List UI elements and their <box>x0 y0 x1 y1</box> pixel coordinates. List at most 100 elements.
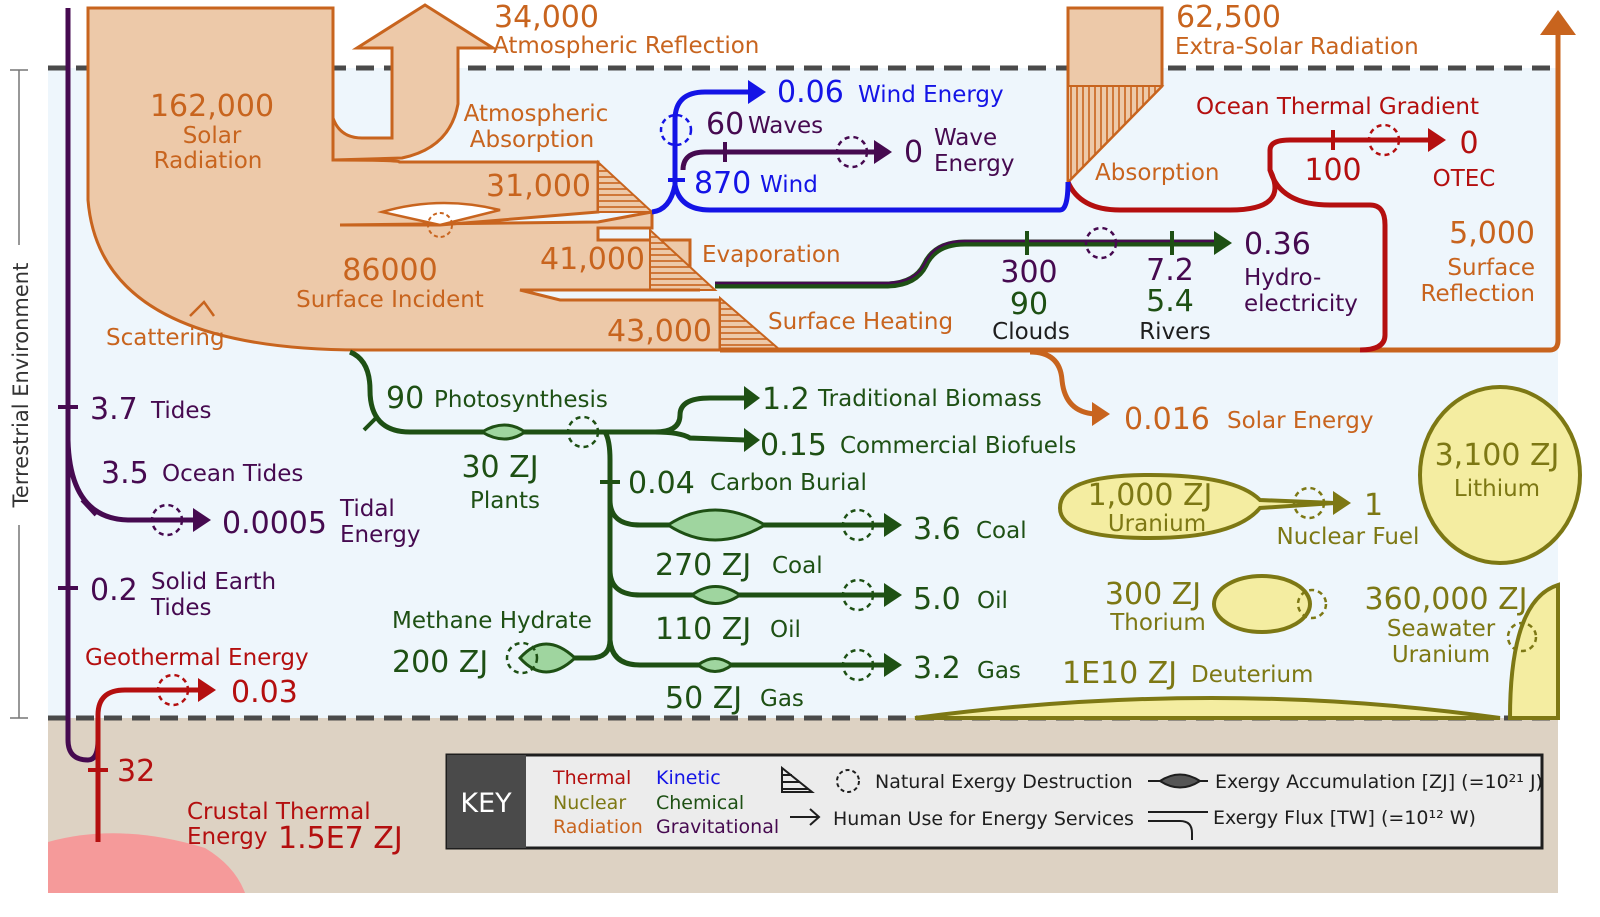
chemical-labels: 90 Photosynthesis 30 ZJ Plants 1.2 Tradi… <box>386 381 1076 716</box>
wind-energy-value: 0.06 <box>777 75 844 110</box>
surface-incident-label: Surface Incident <box>296 287 484 313</box>
coal-stock-value: 270 ZJ <box>655 548 751 583</box>
wind-flow <box>651 89 1071 215</box>
solar-radiation-label-1: Solar <box>183 123 242 149</box>
geothermal-destruction-icon <box>156 673 190 707</box>
seawater-label-1: Seawater <box>1387 616 1496 642</box>
ocean-thermal-title: Ocean Thermal Gradient <box>1196 94 1479 120</box>
otec-destruction-icon <box>1367 123 1401 157</box>
surface-reflection-arrowhead <box>1540 10 1576 35</box>
photosynthesis-label: Photosynthesis <box>434 387 608 413</box>
atmospheric-absorption-value: 31,000 <box>486 169 591 204</box>
surface-incident-value: 86000 <box>342 253 437 288</box>
clouds-label: Clouds <box>992 319 1070 345</box>
rivers-label: Rivers <box>1139 319 1211 345</box>
solar-radiation-value: 162,000 <box>150 89 274 124</box>
scattering-label: Scattering <box>106 325 225 351</box>
uranium-label: Uranium <box>1108 511 1206 537</box>
atmospheric-reflection-arrow <box>331 3 499 162</box>
otec-label: OTEC <box>1433 166 1496 192</box>
thorium-value: 300 ZJ <box>1105 577 1201 612</box>
biofuels-value: 0.15 <box>760 428 827 463</box>
gas-destruction-icon <box>841 648 875 682</box>
gas-stock-value: 50 ZJ <box>665 681 742 716</box>
absorption-hatch-triangle <box>597 159 655 213</box>
fossil-trunk-flow <box>570 430 885 668</box>
hydro-value: 0.36 <box>1244 227 1311 262</box>
key-destruction-icon <box>836 769 860 793</box>
key-kinetic: Kinetic <box>656 767 721 789</box>
otec-value: 0 <box>1459 126 1478 161</box>
methane-stock <box>517 642 578 674</box>
geothermal-labels: Geothermal Energy 0.03 32 Crustal Therma… <box>85 645 403 856</box>
geothermal-flow <box>95 687 200 842</box>
coal-arrowhead <box>884 513 902 537</box>
waves-label: Waves <box>748 113 823 139</box>
uranium-value: 1,000 ZJ <box>1088 478 1213 513</box>
geothermal-arrowhead <box>198 678 216 702</box>
hydro-labels: 300 90 Clouds 7.2 5.4 Rivers 0.36 Hydro-… <box>992 227 1358 345</box>
key-accumulation-label: Exergy Accumulation [ZJ] (=10²¹ J) <box>1215 771 1543 793</box>
tidal-energy-value: 0.0005 <box>222 506 327 541</box>
oil-use-label: Oil <box>977 588 1008 614</box>
wind-destruction-icon <box>659 113 693 147</box>
key-flux-label: Exergy Flux [TW] (=10¹² W) <box>1213 807 1476 829</box>
nuclear-fuel-value: 1 <box>1364 488 1383 523</box>
hydro-arrowhead <box>1214 231 1232 255</box>
gas-stock <box>695 657 735 673</box>
solar-labels: 34,000 Atmospheric Reflection 62,500 Ext… <box>106 0 1535 437</box>
tides-label: Tides <box>150 398 211 424</box>
clouds-value-2: 90 <box>1010 287 1048 322</box>
absorption-label: Absorption <box>1095 160 1220 186</box>
thorium-destruction-icon <box>1296 588 1328 620</box>
wave-energy-arrowhead <box>874 140 892 164</box>
otec-arrowhead <box>1428 128 1446 152</box>
key-hatch-icon <box>781 765 815 793</box>
uranium-destruction-icon <box>1292 486 1326 520</box>
nuclear-fuel-label: Nuclear Fuel <box>1277 524 1420 550</box>
key-human-use-label: Human Use for Energy Services <box>833 808 1134 830</box>
seawater-label-2: Uranium <box>1392 642 1490 668</box>
biomass-arrowhead <box>744 386 760 410</box>
lithium-stock <box>1418 385 1582 565</box>
wind-energy-arrowhead <box>748 80 766 104</box>
scattering-notch <box>189 300 216 317</box>
wave-energy-value: 0 <box>904 135 923 170</box>
crust-label-1: Crustal Thermal <box>187 799 371 825</box>
terrestrial-bracket <box>10 69 28 719</box>
methane-destruction-icon <box>505 641 539 675</box>
ocean-tides-label: Ocean Tides <box>162 461 303 487</box>
plants-value: 30 ZJ <box>461 450 538 485</box>
scattering-destruction-icon <box>427 212 453 238</box>
wind-value: 870 <box>694 166 751 201</box>
oil-stock <box>689 585 743 605</box>
coal-stock-label: Coal <box>772 553 823 579</box>
evaporation-label: Evaporation <box>702 242 841 268</box>
hydro-label-1: Hydro- <box>1244 265 1321 291</box>
crust-core-shape <box>48 833 245 893</box>
solar-radiation-label-2: Radiation <box>154 148 263 174</box>
evaporation-value: 41,000 <box>540 242 645 277</box>
coal-destruction-icon <box>841 508 875 542</box>
tidal-energy-label-1: Tidal <box>339 496 395 522</box>
surface-heating-value: 43,000 <box>607 314 712 349</box>
solar-energy-flow <box>1029 349 1096 417</box>
nuclear-labels: 3,100 ZJ Lithium 1,000 ZJ Uranium 1 Nucl… <box>1062 438 1559 691</box>
key-panel: KEY Thermal Nuclear Radiation Kinetic Ch… <box>445 753 1544 850</box>
oil-destruction-icon <box>841 578 875 612</box>
hydro-flow-overlay <box>715 239 1215 285</box>
ocean-thermal-flow <box>1065 137 1430 213</box>
solar-energy-value: 0.016 <box>1124 402 1210 437</box>
surface-reflection-label-1: Surface <box>1447 255 1535 281</box>
tidal-energy-arrowhead <box>193 508 211 532</box>
wave-energy-label-2: Energy <box>934 151 1015 177</box>
deuterium-value: 1E10 ZJ <box>1062 656 1177 691</box>
ocean-tides-tick <box>80 498 98 517</box>
carbon-burial-value: 0.04 <box>628 466 695 501</box>
coal-use-value: 3.6 <box>913 512 961 547</box>
atmospheric-absorption-label-1: Atmospheric <box>464 101 609 127</box>
solar-energy-arrowhead <box>1092 402 1110 426</box>
surface-reflection-label-2: Reflection <box>1421 281 1535 307</box>
surface-reflection-value: 5,000 <box>1449 216 1535 251</box>
